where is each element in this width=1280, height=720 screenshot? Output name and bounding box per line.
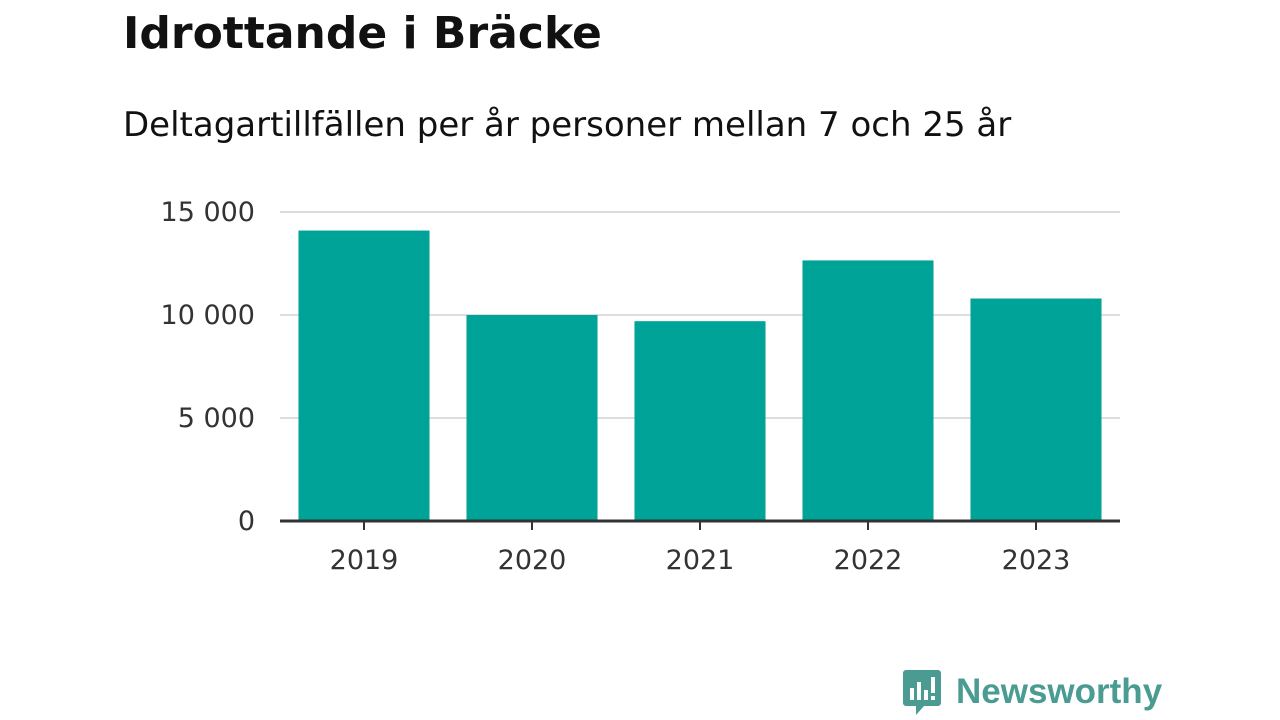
chart-subtitle: Deltagartillfällen per år personer mella… <box>123 105 1012 145</box>
x-tick-label: 2019 <box>330 545 399 576</box>
x-tick-label: 2020 <box>498 545 567 576</box>
brand-name: Newsworthy <box>956 672 1163 711</box>
bar-2022 <box>802 260 934 521</box>
y-tick-label: 15 000 <box>161 197 255 228</box>
newsworthy-logo-icon <box>903 670 941 715</box>
y-tick-label: 10 000 <box>161 300 255 331</box>
y-tick-label: 0 <box>238 506 255 537</box>
bar-2023 <box>970 298 1102 521</box>
x-tick-label: 2021 <box>666 545 735 576</box>
bar-2021 <box>634 321 766 521</box>
bars <box>298 230 1102 522</box>
x-tick-label: 2023 <box>1002 545 1071 576</box>
chart-title: Idrottande i Bräcke <box>123 8 602 59</box>
x-tick-label: 2022 <box>834 545 903 576</box>
bar-2019 <box>298 230 430 522</box>
axes: 0 5 000 10 000 15 000 2019 2020 2021 2022 2023 <box>161 197 1120 576</box>
bar-2020 <box>466 315 598 521</box>
y-tick-label: 5 000 <box>178 403 255 434</box>
newsworthy-brand: Newsworthy <box>902 668 1162 716</box>
